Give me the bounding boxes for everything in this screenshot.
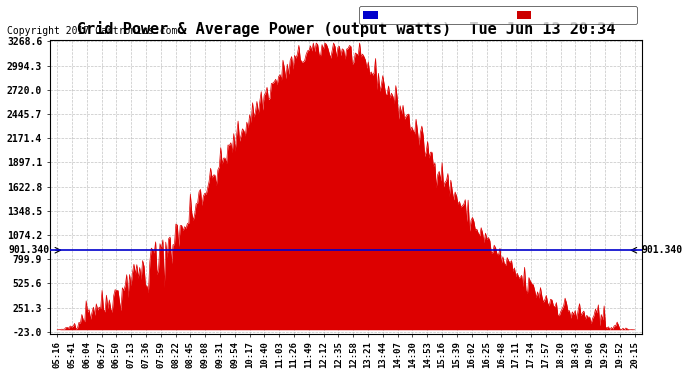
Legend: Average  (AC Watts), Grid  (AC Watts): Average (AC Watts), Grid (AC Watts): [359, 6, 637, 24]
Text: 901.340: 901.340: [642, 245, 683, 255]
Text: Copyright 2017 Cartronics.com: Copyright 2017 Cartronics.com: [7, 26, 177, 36]
Title: Grid Power & Average Power (output watts)  Tue Jun 13 20:34: Grid Power & Average Power (output watts…: [77, 21, 615, 37]
Text: 901.340: 901.340: [9, 245, 50, 255]
